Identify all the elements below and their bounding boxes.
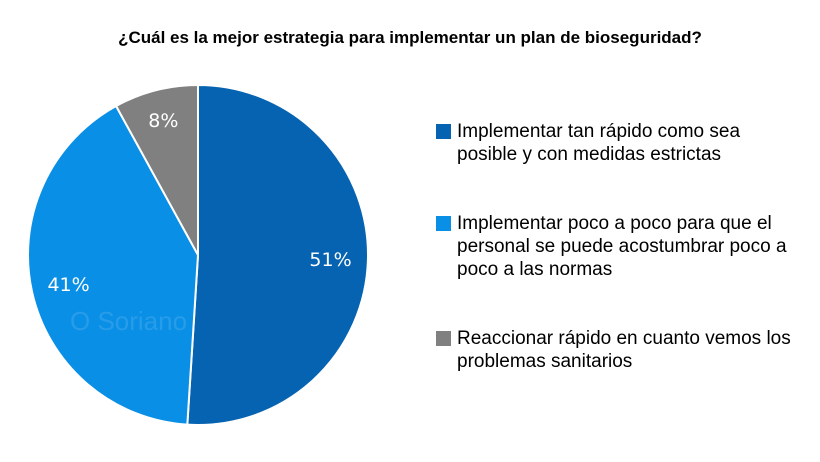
pie-slice-0 bbox=[186, 83, 369, 426]
legend-item-0: Implementar tan rápido como sea posible … bbox=[436, 120, 797, 166]
pie-slice-1 bbox=[27, 104, 200, 426]
legend-label-2: Reaccionar rápido en cuanto vemos los pr… bbox=[457, 328, 791, 372]
legend-swatch-2 bbox=[436, 331, 451, 346]
data-label-1: 41% bbox=[47, 274, 89, 296]
pie-slice-2 bbox=[114, 83, 199, 256]
watermark: O Soriano bbox=[70, 306, 188, 336]
legend-swatch-1 bbox=[436, 216, 451, 231]
legend-item-2: Reaccionar rápido en cuanto vemos los pr… bbox=[436, 327, 797, 373]
pie-chart: 51% 41% 8% bbox=[27, 83, 369, 426]
data-label-0: 51% bbox=[309, 249, 351, 271]
legend-item-1: Implementar poco a poco para que el pers… bbox=[436, 212, 797, 281]
legend-label-0: Implementar tan rápido como sea posible … bbox=[457, 121, 741, 165]
chart-title: ¿Cuál es la mejor estrategia para implem… bbox=[118, 28, 702, 47]
data-label-2: 8% bbox=[148, 110, 178, 132]
legend-swatch-0 bbox=[436, 124, 451, 139]
legend-label-1: Implementar poco a poco para que el pers… bbox=[457, 213, 787, 280]
